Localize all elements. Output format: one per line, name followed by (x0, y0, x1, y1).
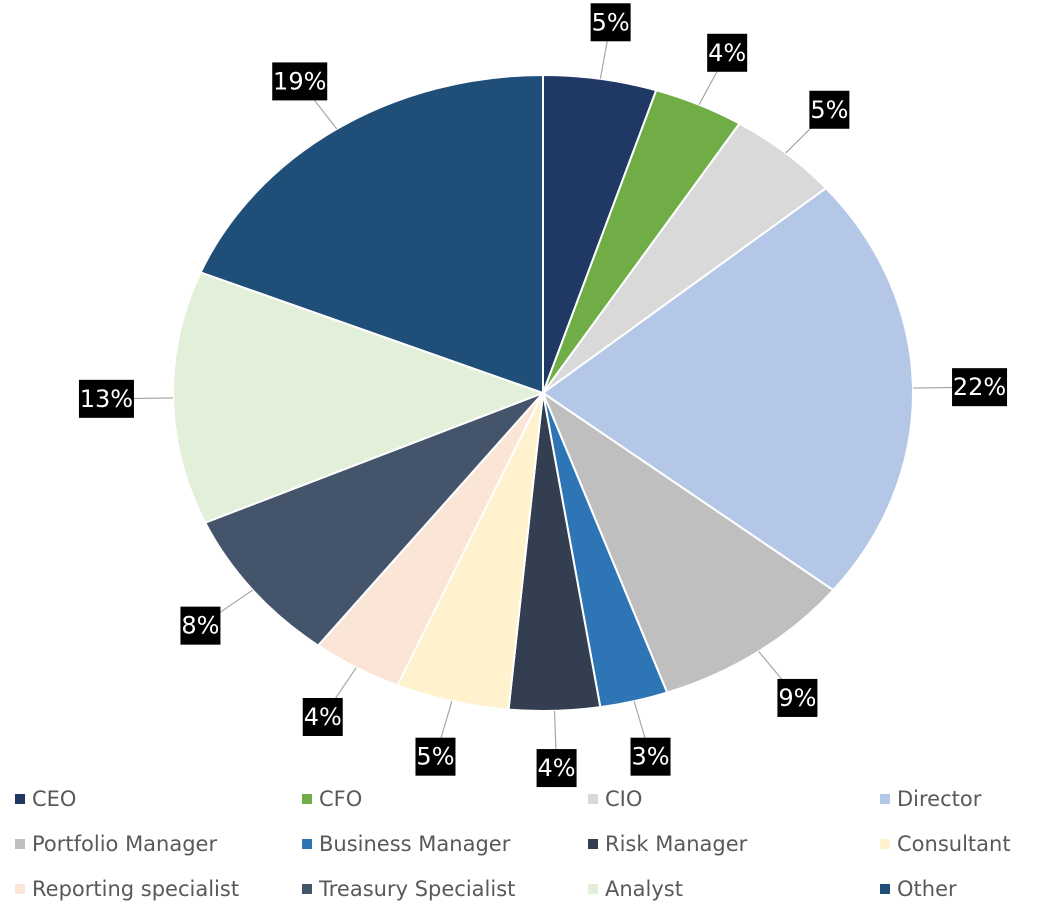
data-label-box (777, 678, 818, 717)
data-label-box (707, 33, 748, 72)
data-label: 4% (708, 39, 746, 67)
data-label: 9% (778, 684, 816, 712)
data-label-box (180, 606, 221, 645)
data-label-box (590, 3, 631, 42)
pie-slice (199, 73, 544, 395)
legend-label: Consultant (897, 832, 1011, 856)
legend-label: Reporting specialist (32, 877, 239, 901)
data-label: 5% (416, 743, 454, 771)
legend-swatch (880, 839, 890, 849)
legend-swatch (588, 884, 598, 894)
data-label-box (78, 379, 134, 418)
legend-label: Treasury Specialist (318, 877, 515, 901)
data-label-box (809, 90, 850, 129)
data-label: 4% (304, 703, 342, 731)
legend-label: CIO (605, 787, 642, 811)
legend-swatch (15, 839, 25, 849)
data-label-box (630, 737, 671, 776)
pie-slice (541, 186, 914, 592)
data-label-box (415, 737, 456, 776)
data-label-box (302, 697, 343, 736)
data-label: 5% (810, 96, 848, 124)
legend-label: Portfolio Manager (32, 832, 217, 856)
pie-slice (172, 271, 546, 524)
data-label: 5% (592, 8, 630, 36)
data-label: 8% (181, 612, 219, 640)
data-label: 22% (953, 373, 1006, 401)
data-label-box (272, 62, 328, 101)
data-label: 13% (80, 385, 133, 413)
legend-label: Business Manager (319, 832, 511, 856)
legend-swatch (588, 794, 598, 804)
legend-swatch (302, 794, 312, 804)
data-label-box (536, 749, 577, 788)
legend-swatch (880, 884, 890, 894)
legend-swatch (302, 839, 312, 849)
data-label: 19% (273, 67, 326, 95)
legend-label: CFO (319, 787, 362, 811)
legend-label: Other (897, 877, 957, 901)
data-label-box (952, 368, 1008, 407)
legend-swatch (15, 794, 25, 804)
legend-label: Analyst (605, 877, 683, 901)
legend-swatch (302, 884, 312, 894)
data-label: 4% (538, 754, 576, 782)
legend-label: CEO (32, 787, 76, 811)
legend-swatch (15, 884, 25, 894)
legend-label: Director (897, 787, 982, 811)
legend-swatch (588, 839, 598, 849)
pie-slice (540, 390, 835, 694)
legend-swatch (880, 794, 890, 804)
legend-label: Risk Manager (605, 832, 748, 856)
data-label: 3% (631, 743, 669, 771)
